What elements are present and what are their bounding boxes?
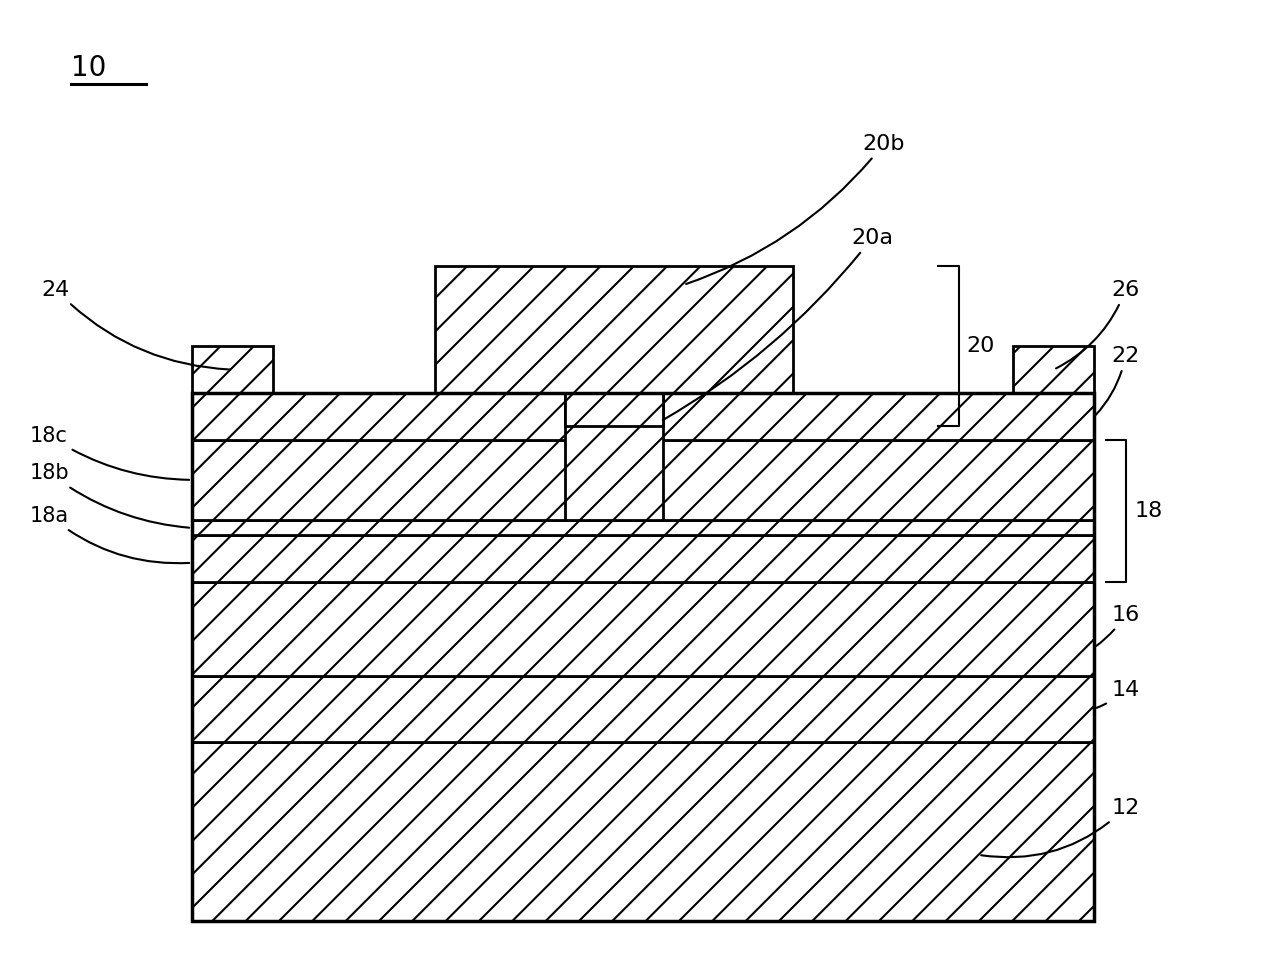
Polygon shape bbox=[435, 266, 793, 426]
Text: 22: 22 bbox=[1096, 345, 1139, 415]
Bar bbox=[192, 676, 1094, 742]
Bar bbox=[192, 581, 1094, 676]
Text: 10: 10 bbox=[71, 54, 105, 82]
Text: 18a: 18a bbox=[30, 506, 189, 563]
Text: 12: 12 bbox=[981, 797, 1139, 858]
Text: 16: 16 bbox=[1096, 604, 1139, 646]
Text: 26: 26 bbox=[1056, 279, 1139, 368]
Bar bbox=[192, 534, 1094, 581]
Text: 14: 14 bbox=[1097, 680, 1139, 707]
Text: 20b: 20b bbox=[687, 134, 905, 284]
Text: 20a: 20a bbox=[662, 228, 894, 420]
Bar bbox=[192, 346, 273, 393]
Text: 20: 20 bbox=[967, 337, 995, 356]
Bar bbox=[192, 742, 1094, 921]
Bar bbox=[192, 393, 1094, 441]
Bar bbox=[192, 520, 1094, 534]
Text: 18: 18 bbox=[1134, 501, 1163, 521]
Text: 18b: 18b bbox=[30, 464, 189, 528]
Bar bbox=[1013, 346, 1094, 393]
Text: 18c: 18c bbox=[30, 425, 189, 480]
Bar bbox=[192, 441, 1094, 520]
Text: 24: 24 bbox=[41, 279, 230, 370]
Bar bbox=[192, 393, 1094, 921]
Bar bbox=[565, 393, 664, 520]
